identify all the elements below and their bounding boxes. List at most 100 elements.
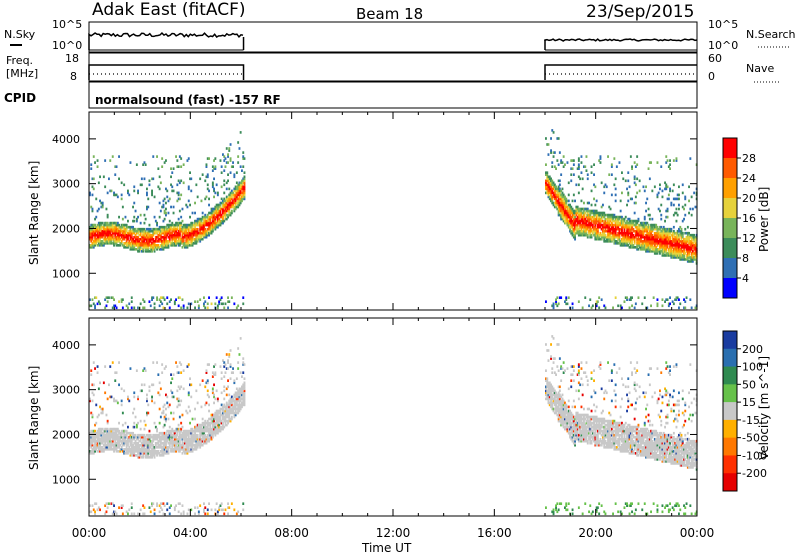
velocity-cell bbox=[101, 431, 104, 435]
velocity-cell bbox=[158, 437, 161, 441]
velocity-cell bbox=[209, 427, 212, 431]
power-cell bbox=[637, 235, 640, 239]
power-cell bbox=[676, 242, 679, 245]
power-cell bbox=[657, 242, 660, 245]
power-cell bbox=[104, 240, 107, 243]
velocity-cell bbox=[215, 409, 218, 413]
velocity-cell bbox=[220, 421, 223, 425]
velocity-cell bbox=[180, 448, 183, 451]
velocity-cell bbox=[147, 435, 150, 439]
power-cell bbox=[165, 211, 167, 215]
power-cell bbox=[109, 231, 112, 235]
power-cell bbox=[97, 225, 100, 229]
power-cell bbox=[175, 223, 177, 227]
velocity-cell bbox=[195, 433, 198, 437]
power-cell bbox=[177, 240, 180, 243]
nsearch-tick-top: 10^5 bbox=[708, 18, 738, 31]
power-cell bbox=[201, 227, 204, 231]
power-cell bbox=[106, 191, 109, 195]
power-cell bbox=[191, 221, 194, 225]
velocity-cell bbox=[165, 419, 167, 423]
power-cell bbox=[676, 235, 679, 239]
velocity-cell bbox=[142, 433, 145, 437]
power-cell bbox=[675, 235, 678, 239]
power-cell bbox=[650, 304, 652, 308]
power-cell bbox=[561, 187, 564, 191]
power-cell bbox=[690, 258, 693, 261]
power-cell bbox=[113, 225, 115, 229]
power-cell bbox=[672, 254, 675, 257]
power-cell bbox=[143, 231, 146, 235]
power-cell bbox=[195, 233, 198, 237]
power-cell bbox=[216, 217, 219, 221]
velocity-cell bbox=[95, 448, 98, 451]
power-cell bbox=[581, 211, 584, 215]
power-cell bbox=[106, 227, 109, 231]
power-cell bbox=[562, 205, 565, 209]
power-cell bbox=[600, 217, 603, 221]
power-cell bbox=[166, 296, 169, 299]
power-cell bbox=[111, 296, 114, 299]
velocity-cell bbox=[94, 448, 96, 451]
power-cell bbox=[142, 250, 145, 253]
power-cell bbox=[194, 306, 196, 310]
power-cell bbox=[637, 233, 640, 237]
velocity-cell bbox=[220, 413, 223, 417]
power-cell bbox=[603, 233, 606, 237]
power-cell bbox=[656, 240, 659, 243]
power-cell bbox=[148, 242, 151, 245]
power-cell bbox=[624, 215, 627, 219]
power-cell bbox=[571, 215, 574, 219]
power-cell bbox=[678, 197, 680, 201]
power-cell bbox=[583, 217, 585, 221]
velocity-cell bbox=[90, 439, 93, 443]
velocity-cell bbox=[102, 435, 105, 439]
power-cell bbox=[604, 227, 607, 231]
power-cell bbox=[629, 296, 632, 299]
velocity-cell bbox=[196, 425, 199, 429]
power-cell bbox=[562, 199, 565, 203]
power-cell bbox=[617, 304, 620, 308]
power-cell bbox=[571, 221, 574, 225]
velocity-cell bbox=[146, 433, 148, 437]
power-cell bbox=[579, 215, 582, 219]
velocity-cell bbox=[214, 421, 217, 425]
power-cell bbox=[666, 244, 669, 247]
power-cell bbox=[165, 159, 167, 162]
velocity-cell bbox=[95, 439, 98, 443]
velocity-cell bbox=[214, 423, 217, 427]
power-cell bbox=[234, 187, 237, 191]
power-cell bbox=[655, 248, 658, 251]
power-cell bbox=[686, 225, 689, 229]
power-cell bbox=[104, 235, 107, 239]
power-cell bbox=[690, 195, 693, 199]
power-cell bbox=[561, 209, 564, 213]
velocity-cell bbox=[99, 441, 101, 445]
velocity-cell bbox=[203, 441, 205, 445]
velocity-cell bbox=[159, 443, 162, 447]
velocity-cell bbox=[143, 506, 146, 509]
velocity-cell bbox=[134, 433, 137, 437]
velocity-cell bbox=[166, 446, 169, 449]
power-cell bbox=[128, 193, 131, 197]
power-cell bbox=[657, 231, 660, 235]
velocity-cell bbox=[116, 427, 119, 431]
power-cell bbox=[152, 233, 155, 237]
velocity-cell bbox=[163, 450, 166, 453]
power-cell bbox=[629, 244, 632, 247]
power-cell bbox=[144, 237, 147, 241]
power-cell bbox=[181, 229, 184, 233]
power-cell bbox=[653, 250, 656, 253]
power-cell bbox=[627, 217, 630, 221]
power-cell bbox=[656, 237, 659, 241]
power-cell bbox=[648, 217, 651, 221]
velocity-cell bbox=[178, 403, 181, 407]
velocity-cell bbox=[99, 439, 101, 443]
power-cell bbox=[228, 203, 231, 207]
velocity-cell bbox=[213, 395, 215, 399]
power-cell bbox=[189, 203, 191, 207]
power-cell bbox=[227, 215, 229, 219]
power-cell bbox=[118, 177, 120, 181]
power-cell bbox=[665, 244, 668, 247]
power-cell bbox=[152, 229, 155, 233]
